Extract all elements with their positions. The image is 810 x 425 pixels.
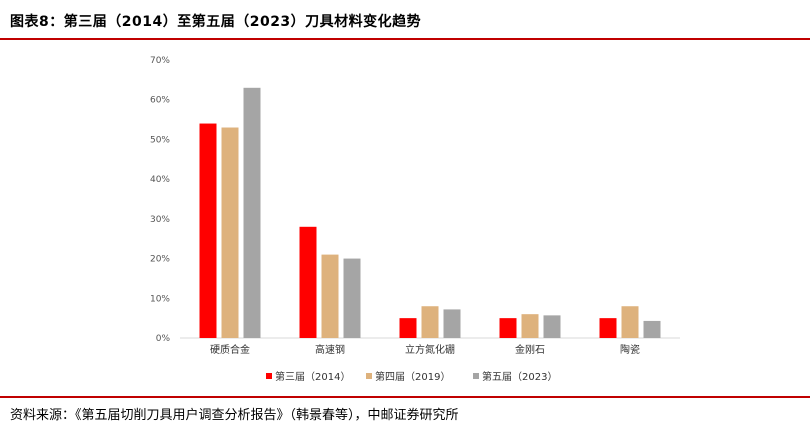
bar-chart: 0% 10% 20% 30% 40% 50% 60% 70% 硬质合金 高速钢 立方氮化硼 金刚石 陶瓷…: [150, 56, 680, 383]
legend-label: 第五届（2023）: [482, 370, 557, 383]
y-tick-label: 40%: [150, 175, 170, 185]
bar: [221, 127, 239, 338]
x-category-label: 硬质合金: [210, 343, 250, 356]
legend-swatch: [266, 373, 272, 379]
bar: [643, 320, 661, 338]
bar: [421, 306, 439, 338]
x-category-label: 高速钢: [315, 343, 345, 356]
y-tick-label: 30%: [150, 215, 170, 225]
legend-swatch: [366, 373, 372, 379]
y-tick-label: 10%: [150, 294, 170, 304]
y-tick-label: 20%: [150, 255, 170, 265]
legend-label: 第三届（2014）: [275, 370, 350, 383]
figure-title: 图表8：第三届（2014）至第五届（2023）刀具材料变化趋势: [10, 14, 422, 30]
x-category-label: 陶瓷: [620, 343, 640, 356]
y-tick-label: 50%: [150, 135, 170, 145]
figure-footer: 资料来源：《第五届切削刀具用户调查分析报告》（韩景春等），中邮证券研究所: [0, 396, 810, 425]
legend-swatch: [473, 373, 479, 379]
bar: [299, 226, 317, 338]
bar: [321, 254, 339, 338]
bar: [621, 306, 639, 338]
legend-label: 第四届（2019）: [375, 370, 450, 383]
bar: [343, 258, 361, 338]
y-tick-label: 0%: [156, 334, 171, 344]
y-tick-label: 60%: [150, 96, 170, 106]
x-category-label: 金刚石: [515, 343, 545, 356]
y-tick-label: 70%: [150, 56, 170, 66]
bar: [499, 318, 517, 338]
bar: [199, 123, 217, 339]
figure-header: 图表8：第三届（2014）至第五届（2023）刀具材料变化趋势: [0, 0, 810, 40]
source-note: 资料来源：《第五届切削刀具用户调查分析报告》（韩景春等），中邮证券研究所: [10, 408, 459, 423]
bar: [599, 318, 617, 338]
bar: [543, 315, 561, 338]
x-category-label: 立方氮化硼: [405, 343, 455, 356]
bar: [521, 314, 539, 338]
bar: [443, 309, 461, 338]
bar: [399, 318, 417, 338]
bar: [243, 87, 261, 338]
